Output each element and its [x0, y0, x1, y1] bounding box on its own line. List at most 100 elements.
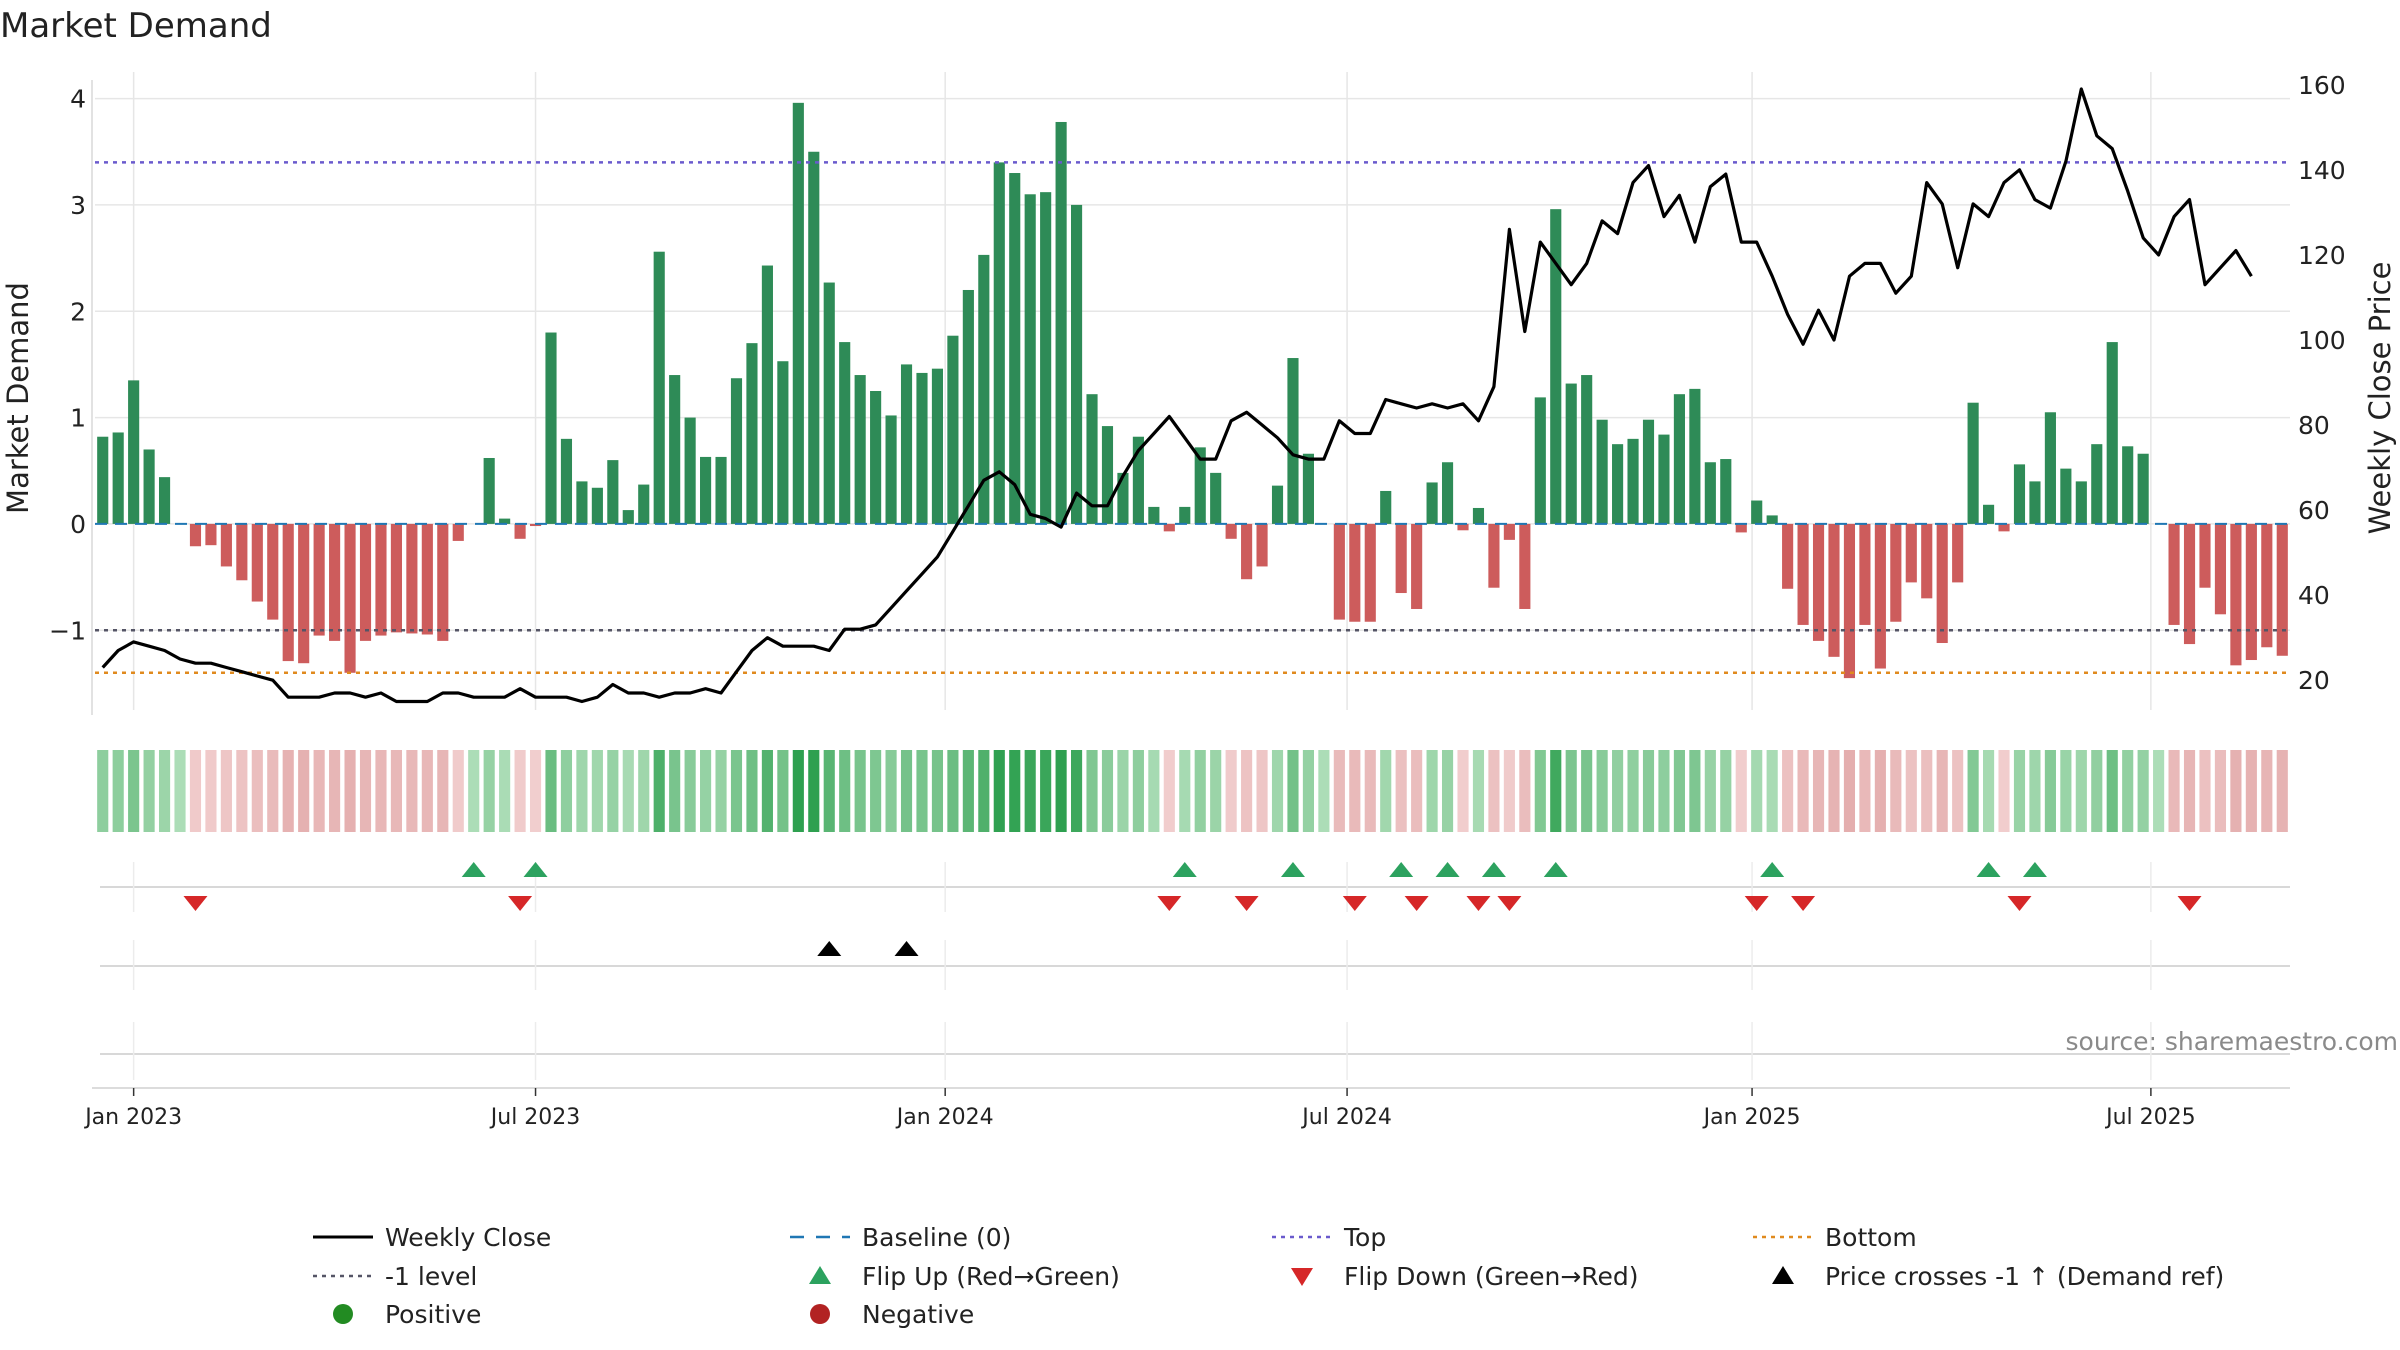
heat-cell: [375, 750, 387, 832]
heat-cell: [2091, 750, 2103, 832]
positive-bar: [2044, 412, 2056, 524]
heat-cell: [1333, 750, 1345, 832]
positive-bar: [2029, 481, 2041, 524]
x-tick-label: Jan 2024: [895, 1105, 994, 1130]
positive-bar: [1720, 459, 1732, 524]
positive-bar: [1071, 204, 1083, 524]
negative-bar: [282, 523, 294, 662]
price-cross-marker: [894, 941, 919, 956]
x-tick-label: Jul 2023: [489, 1105, 581, 1130]
positive-bar: [653, 251, 665, 524]
negative-bar: [1859, 523, 1871, 625]
flip-down-marker: [1234, 896, 1259, 911]
heat-cell: [1673, 750, 1685, 832]
positive-bar: [1148, 506, 1160, 524]
flip-down-marker: [1791, 896, 1816, 911]
heat-cell: [267, 750, 279, 832]
negative-bar: [1411, 523, 1423, 609]
negative-bar: [1349, 523, 1361, 622]
negative-bar: [1998, 523, 2010, 532]
heat-cell: [1364, 750, 1376, 832]
negative-bar: [2168, 523, 2180, 625]
heat-cell: [1952, 750, 1964, 832]
heat-cell: [1735, 750, 1747, 832]
heat-cell: [189, 750, 202, 832]
heat-cell: [1055, 750, 1067, 832]
heat-cell: [978, 750, 990, 832]
heat-cell: [1241, 750, 1253, 832]
heat-cell: [2013, 750, 2026, 832]
heat-cell: [730, 750, 743, 832]
flip-up-marker: [1976, 862, 2001, 877]
negative-bar: [1519, 523, 1531, 609]
positive-bar: [1179, 506, 1191, 524]
negative-bar: [1936, 523, 1948, 644]
heat-cell: [2230, 750, 2242, 832]
negative-bar: [329, 523, 341, 641]
legend-swatch-circle: [333, 1304, 353, 1324]
heat-cell: [1782, 750, 1794, 832]
heat-cell: [777, 750, 789, 832]
negative-bar: [2230, 523, 2242, 666]
positive-bar: [715, 456, 727, 524]
positive-bar: [2060, 468, 2072, 524]
negative-bar: [1163, 523, 1175, 532]
positive-bar: [1117, 472, 1129, 524]
positive-bar: [808, 151, 820, 524]
heat-cell: [2183, 750, 2196, 832]
positive-bar: [607, 460, 619, 524]
y-tick-left-label: 4: [70, 85, 86, 114]
heat-cell: [947, 750, 959, 832]
y-tick-left-label: 2: [70, 297, 86, 326]
positive-bar: [1689, 388, 1701, 524]
positive-bar: [2137, 453, 2149, 524]
heat-cell: [514, 750, 526, 832]
positive-bar: [1550, 209, 1562, 524]
heat-cell: [390, 750, 402, 832]
heat-cell: [591, 750, 603, 832]
positive-bar: [576, 481, 588, 524]
legend-item: Top: [1272, 1223, 1386, 1252]
legend-label: Positive: [385, 1300, 481, 1329]
heat-cell: [1271, 750, 1284, 832]
x-tick-label: Jan 2023: [83, 1105, 182, 1130]
positive-bar: [1642, 419, 1655, 524]
positive-bar: [761, 265, 773, 524]
heat-cell: [1132, 750, 1144, 832]
flip-up-marker: [1543, 862, 1568, 877]
heat-cell: [1395, 750, 1407, 832]
y-tick-right-label: 160: [2298, 71, 2346, 100]
negative-bar: [514, 523, 526, 539]
legend-swatch-triangle-down: [1291, 1268, 1313, 1286]
flip-up-marker: [1760, 862, 1785, 877]
heat-cell: [298, 750, 310, 832]
main-panel: 4 3 2 1 0 −1 160 140 120 100 80 60 40 20: [49, 71, 2346, 715]
positive-bar: [1210, 472, 1222, 524]
negative-bar: [452, 523, 464, 541]
legend-item: Baseline (0): [790, 1223, 1011, 1252]
heat-cell: [545, 750, 557, 832]
heat-cell: [1704, 750, 1716, 832]
positive-bar: [638, 484, 650, 524]
positive-bar: [560, 438, 573, 524]
heat-cell: [1720, 750, 1732, 832]
heat-cell: [1302, 750, 1314, 832]
positive-bar: [1024, 194, 1036, 524]
legend-swatch-triangle-up: [809, 1266, 831, 1284]
heat-cell: [2214, 750, 2227, 832]
heat-cell: [653, 750, 665, 832]
positive-bar: [499, 518, 511, 524]
x-tick-label: Jul 2025: [2104, 1105, 2196, 1130]
heat-cell: [313, 750, 325, 832]
x-axis: Jan 2023 Jul 2023 Jan 2024 Jul 2024 Jan 2025…: [83, 1087, 2290, 1130]
heat-cell: [900, 750, 913, 832]
positive-bar: [1472, 507, 1485, 524]
heat-cell: [560, 750, 573, 832]
positive-bar: [823, 282, 835, 524]
heat-cell: [158, 750, 171, 832]
positive-bar: [1596, 419, 1608, 524]
flip-up-marker: [1280, 862, 1305, 877]
heat-cell: [2075, 750, 2087, 832]
negative-bar: [2199, 523, 2211, 588]
heat-cell: [2276, 750, 2288, 832]
